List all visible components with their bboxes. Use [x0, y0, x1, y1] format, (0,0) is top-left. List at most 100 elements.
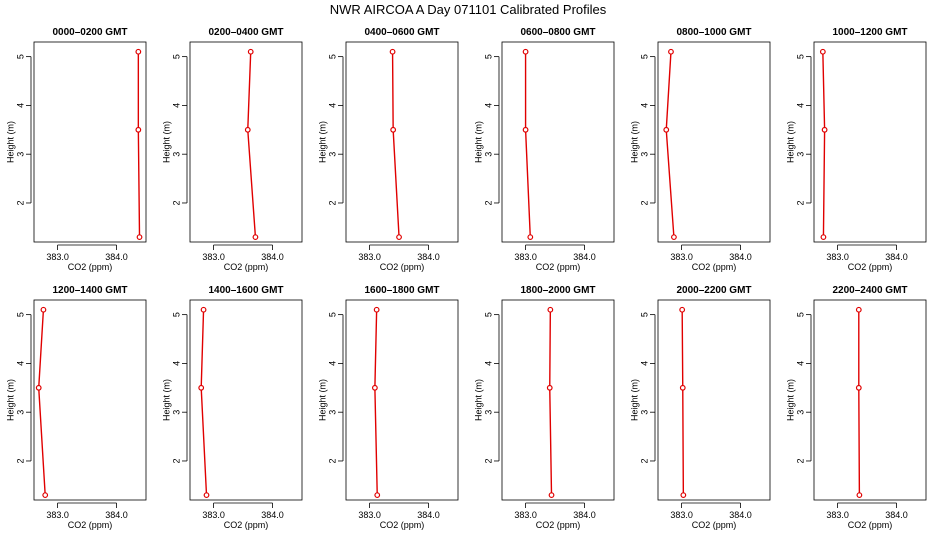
plot-frame [657, 299, 771, 501]
y-tick-label: 5 [15, 312, 25, 317]
data-point [668, 48, 674, 55]
y-tick-label: 2 [171, 200, 181, 205]
data-point [136, 234, 143, 241]
y-axis-label: Height (m) [317, 379, 327, 421]
data-point [252, 234, 259, 241]
plot-frame [33, 41, 147, 243]
panel-title: 1600–1800 GMT [364, 285, 439, 296]
data-point [135, 126, 142, 133]
x-axis-label: CO2 (ppm) [68, 520, 113, 530]
y-tick-label: 2 [483, 200, 493, 205]
panel-title: 1400–1600 GMT [208, 285, 283, 296]
y-tick-label: 2 [639, 458, 649, 463]
panel-title: 0400–0600 GMT [364, 27, 439, 38]
y-tick-label: 4 [15, 361, 25, 366]
panel-title: 1000–1200 GMT [832, 27, 907, 38]
data-point [663, 126, 670, 133]
y-tick-label: 3 [795, 152, 805, 157]
y-tick-label: 4 [327, 361, 337, 366]
y-tick-label: 5 [15, 54, 25, 59]
data-point [527, 234, 534, 241]
plot-frame [33, 299, 147, 501]
x-tick-label: 383.0 [670, 510, 693, 520]
x-tick-label: 384.0 [729, 252, 752, 262]
figure-title: NWR AIRCOA A Day 071101 Calibrated Profi… [330, 2, 607, 17]
y-tick-label: 4 [483, 361, 493, 366]
panel-title: 2000–2200 GMT [676, 285, 751, 296]
y-tick-label: 2 [483, 458, 493, 463]
data-point [679, 306, 686, 313]
y-tick-label: 5 [327, 312, 337, 317]
x-axis-label: CO2 (ppm) [848, 262, 893, 272]
data-point [855, 306, 862, 313]
x-tick-label: 384.0 [885, 252, 908, 262]
y-tick-label: 5 [795, 54, 805, 59]
plot-frame [345, 41, 459, 243]
panel-title: 0600–0800 GMT [520, 27, 595, 38]
data-point [203, 492, 210, 499]
data-point [389, 48, 396, 55]
y-tick-label: 5 [639, 312, 649, 317]
y-tick-label: 5 [795, 312, 805, 317]
y-tick-label: 2 [327, 200, 337, 205]
y-tick-label: 3 [15, 410, 25, 415]
data-point [42, 492, 49, 499]
y-tick-label: 4 [483, 103, 493, 108]
y-tick-label: 4 [171, 103, 181, 108]
y-tick-label: 3 [171, 152, 181, 157]
data-point [819, 48, 826, 55]
plot-frame [501, 299, 615, 501]
y-tick-label: 2 [15, 458, 25, 463]
panel-title: 1800–2000 GMT [520, 285, 595, 296]
plot-frame [189, 299, 303, 501]
x-axis-label: CO2 (ppm) [692, 262, 737, 272]
x-axis-label: CO2 (ppm) [224, 262, 269, 272]
x-tick-label: 384.0 [261, 252, 284, 262]
y-tick-label: 3 [15, 152, 25, 157]
x-tick-label: 383.0 [46, 510, 69, 520]
data-point [35, 384, 42, 391]
data-point [547, 306, 554, 313]
y-tick-label: 5 [171, 312, 181, 317]
x-tick-label: 384.0 [573, 252, 596, 262]
x-tick-label: 383.0 [358, 510, 381, 520]
y-axis-label: Height (m) [785, 121, 795, 163]
y-tick-label: 2 [795, 200, 805, 205]
profile-line [681, 309, 685, 496]
profile-line [524, 51, 531, 238]
x-tick-label: 383.0 [202, 252, 225, 262]
profile-line [858, 309, 861, 496]
x-axis-label: CO2 (ppm) [224, 520, 269, 530]
y-tick-label: 3 [795, 410, 805, 415]
y-axis-label: Height (m) [473, 121, 483, 163]
x-tick-label: 383.0 [358, 252, 381, 262]
y-axis-label: Height (m) [785, 379, 795, 421]
y-tick-label: 4 [639, 103, 649, 108]
data-point [200, 306, 207, 313]
panel-title: 0000–0200 GMT [52, 27, 127, 38]
profile-line [38, 309, 46, 496]
y-tick-label: 5 [327, 54, 337, 59]
profile-line [137, 51, 141, 238]
x-tick-label: 383.0 [514, 252, 537, 262]
y-tick-label: 3 [483, 410, 493, 415]
data-point [247, 48, 254, 55]
x-tick-label: 383.0 [826, 252, 849, 262]
y-axis-label: Height (m) [161, 121, 171, 163]
x-tick-label: 384.0 [417, 510, 440, 520]
data-point [198, 384, 205, 391]
y-tick-label: 2 [327, 458, 337, 463]
data-point [396, 234, 402, 241]
y-tick-label: 5 [639, 54, 649, 59]
y-tick-label: 2 [171, 458, 181, 463]
panel-title: 0200–0400 GMT [208, 27, 283, 38]
x-axis-label: CO2 (ppm) [536, 520, 581, 530]
x-tick-label: 384.0 [417, 252, 440, 262]
y-axis-label: Height (m) [5, 121, 15, 163]
data-point [135, 48, 142, 55]
